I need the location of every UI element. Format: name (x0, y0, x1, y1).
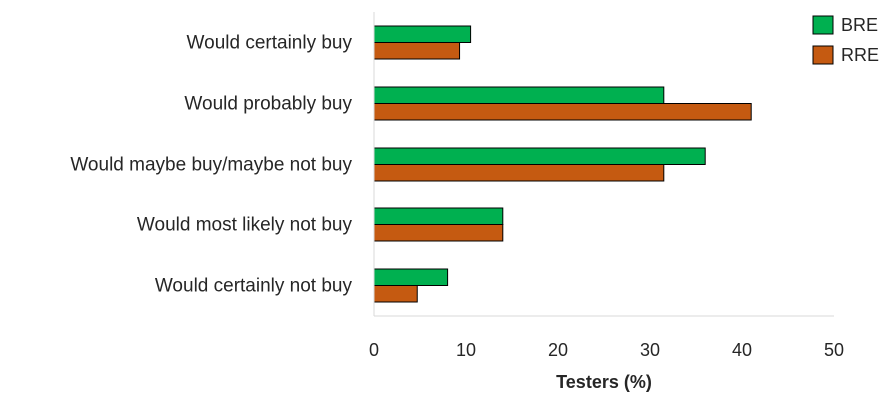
bar-rre-2 (373, 164, 665, 182)
legend-label-bre: BRE (841, 15, 878, 35)
category-label-4: Would certainly not buy (155, 276, 353, 297)
bar-bre-0 (373, 25, 472, 43)
bar-rre-0 (373, 42, 461, 60)
x-tick-label-2: 20 (548, 340, 568, 360)
bar-rre-3 (373, 224, 504, 242)
x-tick-label-1: 10 (456, 340, 476, 360)
category-label-0: Would certainly buy (187, 33, 353, 54)
x-axis-title: Testers (%) (556, 372, 652, 392)
x-tick-label-4: 40 (732, 340, 752, 360)
bar-bre-2 (373, 147, 706, 165)
legend: BRE RRE (812, 15, 879, 65)
bar-rre-1 (373, 103, 752, 121)
bars-group (373, 25, 752, 303)
category-labels: Would certainly buy Would probably buy Wou… (70, 33, 352, 297)
bar-bre-3 (373, 207, 504, 225)
category-label-1: Would probably buy (184, 94, 352, 115)
x-tick-label-0: 0 (369, 340, 379, 360)
bar-bre-4 (373, 268, 449, 286)
x-tick-label-3: 30 (640, 340, 660, 360)
legend-swatch-rre (812, 45, 834, 65)
x-tick-label-5: 50 (824, 340, 844, 360)
category-label-3: Would most likely not buy (137, 215, 353, 236)
legend-label-rre: RRE (841, 45, 879, 65)
bar-bre-1 (373, 86, 665, 104)
x-tick-labels: 0 10 20 30 40 50 (369, 340, 844, 360)
category-label-2: Would maybe buy/maybe not buy (70, 155, 352, 176)
legend-swatch-bre (812, 15, 834, 35)
bar-rre-4 (373, 285, 418, 303)
